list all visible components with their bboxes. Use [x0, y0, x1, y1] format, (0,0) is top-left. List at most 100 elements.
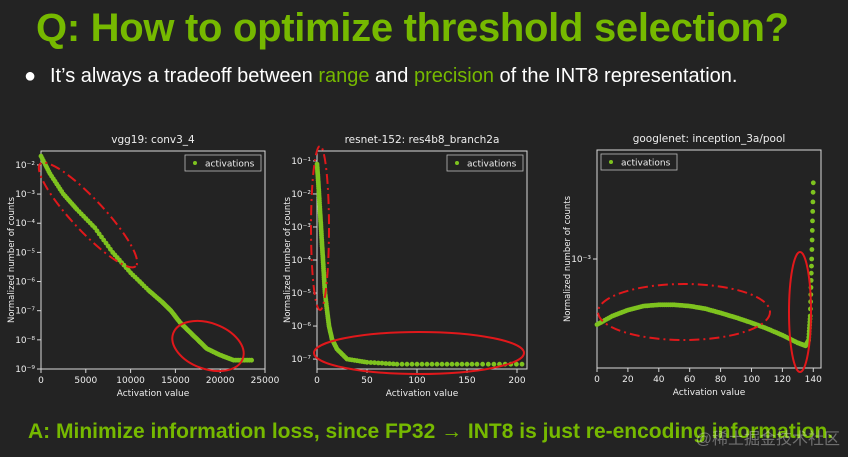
x-tick-label: 80 — [715, 375, 727, 385]
precision-highlight-ellipse — [171, 319, 245, 373]
range-highlight-ellipse — [37, 161, 139, 269]
activation-point — [810, 180, 816, 186]
activation-point — [404, 361, 410, 367]
answer-text: A: Minimize information loss, since FP32… — [28, 420, 834, 443]
vgg19-histogram-plot: vgg19: conv3_4 Activation value Normalized… — [7, 134, 280, 399]
activation-point — [810, 199, 816, 205]
precision-highlight-ellipse — [788, 251, 812, 373]
y-tick-label: 10⁻⁷ — [291, 355, 311, 365]
x-tick-label: 25000 — [251, 376, 280, 386]
y-tick-label: 10⁻³ — [15, 190, 35, 200]
x-tick-label: 0 — [594, 375, 600, 385]
x-tick-label: 10000 — [116, 376, 145, 386]
activation-point — [809, 228, 815, 233]
legend-box — [600, 153, 678, 171]
bullet-point: ● It’s always a tradeoff between range an… — [24, 65, 737, 88]
x-tick-label: 50 — [361, 376, 373, 386]
x-axis-label: Activation value — [673, 388, 746, 398]
activation-point — [434, 361, 440, 367]
activation-point — [364, 359, 370, 365]
activation-point — [809, 237, 815, 243]
activation-point — [810, 189, 816, 195]
activation-point — [454, 361, 460, 367]
activation-point — [808, 270, 814, 276]
activation-point — [810, 209, 816, 214]
y-tick-label: 10⁻⁴ — [291, 256, 311, 266]
y-axis-label: Normalized number of counts — [7, 196, 17, 323]
x-tick-label: 120 — [774, 375, 791, 385]
activation-point — [399, 361, 405, 367]
activation-point — [810, 218, 815, 224]
legend: activations — [446, 154, 524, 172]
activation-point — [387, 361, 392, 367]
activation-point — [444, 361, 450, 367]
y-tick-label: 10⁻⁸ — [15, 336, 35, 346]
y-tick-label: 10⁻⁷ — [15, 307, 35, 317]
y-tick-label: 10⁻² — [15, 161, 35, 171]
activation-point — [480, 361, 485, 367]
y-tick-label: 10⁻⁴ — [15, 219, 35, 229]
activation-point — [485, 361, 491, 367]
y-tick-label: 10⁻⁵ — [15, 248, 35, 258]
y-tick-label: 10⁻⁵ — [291, 289, 311, 299]
y-tick-label: 10⁻¹ — [291, 157, 311, 167]
activation-point — [424, 361, 430, 367]
x-tick-label: 60 — [684, 375, 696, 385]
bullet-text-1: It’s always a tradeoff between — [50, 65, 319, 87]
activation-point — [249, 357, 255, 363]
activation-point — [368, 360, 374, 365]
x-tick-label: 20000 — [206, 376, 235, 386]
x-tick-label: 150 — [458, 376, 475, 386]
activation-point — [383, 361, 389, 366]
legend-box — [446, 154, 524, 172]
x-tick-label: 5000 — [74, 376, 97, 386]
y-tick-label: 10⁻² — [291, 190, 311, 200]
activation-point — [491, 361, 497, 367]
legend: activations — [600, 153, 678, 171]
activation-point — [414, 361, 420, 367]
slide-title: Q: How to optimize threshold selection? — [36, 6, 789, 50]
activation-point — [809, 256, 815, 262]
x-axis-label: Activation value — [117, 389, 190, 399]
activation-point — [439, 361, 445, 367]
legend-box — [184, 154, 262, 172]
activation-point — [419, 361, 425, 367]
bullet-keyword-range: range — [318, 65, 370, 87]
activation-point — [375, 360, 381, 366]
bullet-keyword-precision: precision — [413, 65, 494, 87]
legend-label: activations — [467, 160, 517, 170]
watermark: @稀土掘金技术社区 — [695, 431, 840, 448]
x-axis-label: Activation value — [386, 389, 459, 399]
x-tick-label: 20 — [622, 375, 634, 385]
bullet-text-3: of the INT8 representation. — [494, 65, 738, 87]
activation-point — [469, 361, 475, 367]
activation-point — [464, 361, 470, 367]
activation-point — [809, 263, 814, 269]
y-axis-label: Normalized number of counts — [283, 196, 293, 323]
plot-frame — [40, 150, 266, 370]
googlenet-histogram-plot: googlenet: inception_3a/pool Activation v… — [563, 133, 822, 398]
range-highlight-ellipse — [597, 283, 771, 341]
x-tick-label: 15000 — [161, 376, 190, 386]
y-tick-label: 10⁻⁶ — [291, 322, 311, 332]
precision-highlight-ellipse — [313, 331, 525, 375]
activation-point — [809, 247, 815, 252]
resnet152-histogram-plot: resnet-152: res4b8_branch2a Activation va… — [283, 134, 528, 399]
activation-point — [459, 361, 465, 367]
y-tick-label: 10⁻³ — [571, 255, 591, 265]
bullet-text-2: and — [369, 65, 414, 87]
legend-marker-icon — [193, 161, 197, 165]
y-axis-label: Normalized number of counts — [563, 195, 573, 322]
plot-title: vgg19: conv3_4 — [111, 134, 195, 146]
legend: activations — [184, 154, 262, 172]
activation-point — [394, 361, 400, 367]
plot-title: resnet-152: res4b8_branch2a — [345, 134, 500, 146]
range-highlight-ellipse — [310, 145, 330, 311]
activation-point — [474, 361, 480, 367]
plot-title: googlenet: inception_3a/pool — [633, 133, 786, 145]
x-tick-label: 0 — [38, 376, 44, 386]
x-tick-label: 100 — [408, 376, 425, 386]
y-tick-label: 10⁻³ — [291, 223, 311, 233]
activation-point — [519, 361, 525, 367]
activation-point — [379, 360, 385, 366]
